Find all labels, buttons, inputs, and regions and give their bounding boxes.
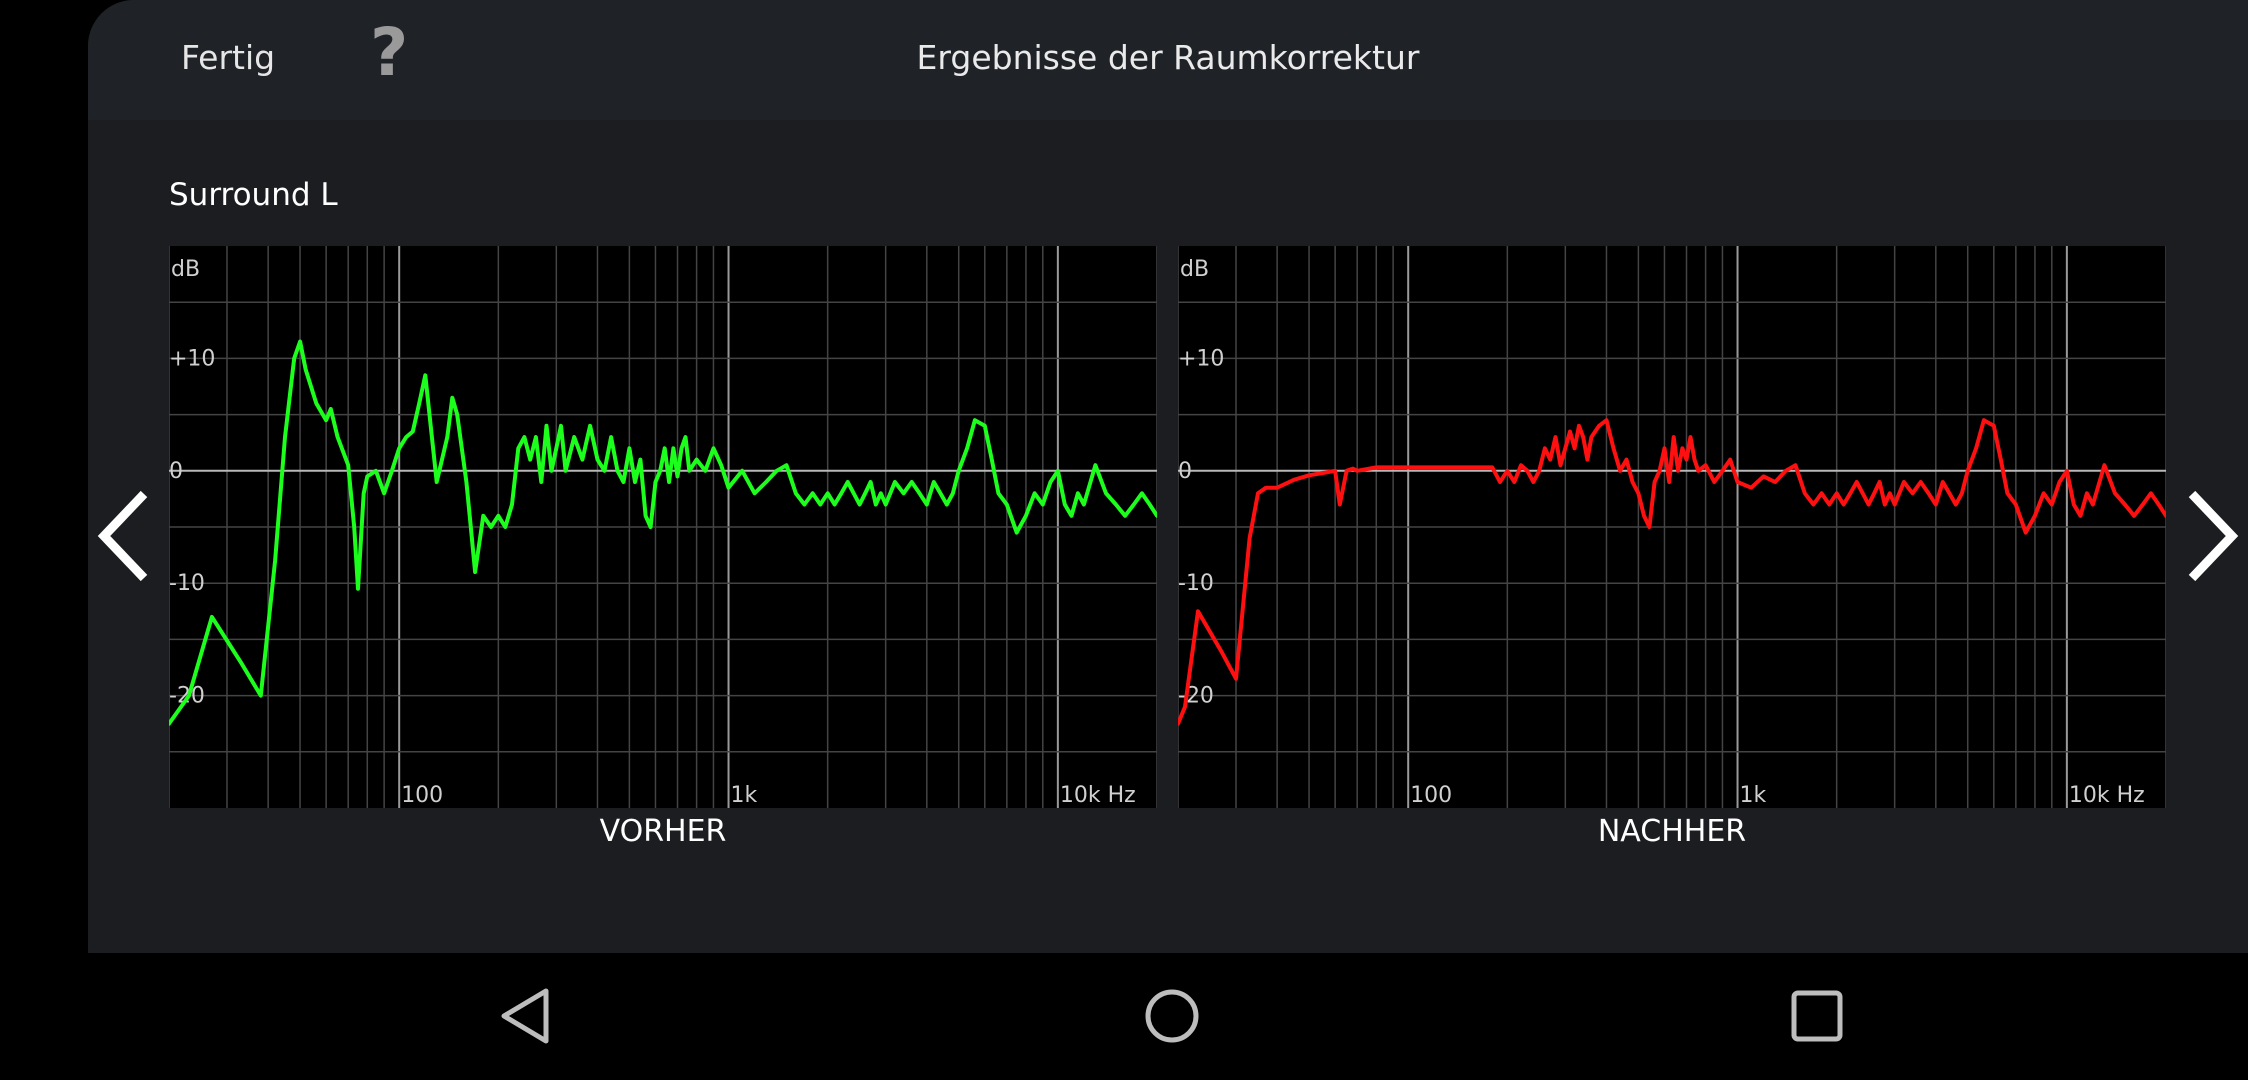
chart-after: dB +10 0 -10 -20 100 1k 10k Hz <box>1178 246 2166 808</box>
x-tick-label: 1k <box>1740 783 1767 808</box>
series-line-1-0 <box>1178 418 2166 726</box>
y-tick-label: -10 <box>1178 571 1214 596</box>
chevron-left-icon[interactable] <box>94 486 154 586</box>
x-tick-label: 10k Hz <box>1060 783 1136 808</box>
y-tick-label: +10 <box>1178 346 1224 371</box>
x-tick-label: 100 <box>1410 783 1452 808</box>
x-tick-label: 10k Hz <box>2069 783 2145 808</box>
y-tick-label: 0 <box>1178 459 1192 484</box>
x-tick-label: 100 <box>401 783 443 808</box>
square-recent-icon[interactable] <box>1784 983 1850 1049</box>
triangle-back-icon[interactable] <box>494 983 560 1049</box>
chart-before: dB +10 0 -10 -20 100 1k 10k Hz <box>169 246 1157 808</box>
grid <box>169 246 1157 808</box>
grid <box>1178 246 2166 808</box>
chart-after-label: NACHHER <box>1597 814 1747 849</box>
series-line-0-0 <box>169 339 1157 726</box>
app-window: Fertig ? Ergebnisse der Raumkorrektur Su… <box>88 0 2248 953</box>
chevron-right-icon[interactable] <box>2182 486 2242 586</box>
y-tick-label: -10 <box>169 571 205 596</box>
system-nav-bar <box>0 953 2248 1080</box>
circle-home-icon[interactable] <box>1139 983 1205 1049</box>
y-tick-label: 0 <box>169 459 183 484</box>
x-tick-label: 1k <box>731 783 758 808</box>
y-tick-label: +10 <box>169 346 215 371</box>
y-axis-label: dB <box>1180 257 1209 282</box>
y-axis-label: dB <box>171 257 200 282</box>
done-button[interactable]: Fertig <box>181 38 276 77</box>
page-title: Ergebnisse der Raumkorrektur <box>916 38 1420 77</box>
chart-before-label: VORHER <box>599 814 727 849</box>
header-bar: Fertig ? Ergebnisse der Raumkorrektur <box>88 0 2248 120</box>
speaker-name: Surround L <box>169 177 338 213</box>
help-button[interactable]: ? <box>370 14 409 91</box>
